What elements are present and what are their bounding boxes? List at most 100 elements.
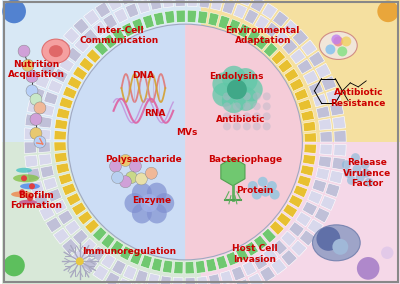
Wedge shape [271, 258, 287, 275]
Wedge shape [174, 261, 183, 274]
Circle shape [140, 194, 158, 212]
Text: DNA: DNA [132, 71, 154, 80]
Wedge shape [54, 153, 68, 163]
Wedge shape [147, 273, 160, 284]
Wedge shape [79, 57, 94, 72]
Ellipse shape [320, 32, 357, 59]
Wedge shape [196, 260, 206, 273]
Wedge shape [197, 276, 208, 284]
Circle shape [243, 92, 251, 100]
Wedge shape [199, 0, 211, 8]
Wedge shape [142, 15, 154, 29]
Circle shape [252, 189, 262, 200]
Wedge shape [290, 78, 304, 91]
Wedge shape [238, 0, 253, 6]
Wedge shape [282, 39, 298, 55]
Wedge shape [320, 195, 336, 210]
Wedge shape [27, 100, 41, 114]
Wedge shape [334, 130, 346, 142]
Wedge shape [103, 14, 118, 30]
Wedge shape [288, 195, 303, 208]
Wedge shape [66, 193, 81, 206]
Wedge shape [278, 59, 292, 73]
Wedge shape [62, 183, 76, 196]
Circle shape [212, 72, 236, 96]
Circle shape [223, 112, 231, 120]
Wedge shape [316, 168, 330, 180]
Wedge shape [308, 82, 323, 95]
Wedge shape [47, 189, 62, 202]
Circle shape [326, 44, 335, 55]
Wedge shape [62, 238, 78, 255]
Circle shape [223, 92, 231, 100]
Wedge shape [245, 241, 258, 256]
Circle shape [26, 71, 38, 83]
Circle shape [110, 160, 122, 172]
Wedge shape [72, 202, 86, 216]
Text: Release
Virulence
Factor: Release Virulence Factor [343, 158, 392, 188]
Circle shape [239, 78, 263, 101]
Wedge shape [38, 129, 50, 140]
Wedge shape [117, 278, 132, 284]
Wedge shape [220, 270, 233, 284]
Wedge shape [334, 144, 346, 156]
Wedge shape [30, 87, 45, 101]
Wedge shape [162, 260, 173, 273]
Text: Enzyme: Enzyme [132, 196, 171, 205]
Circle shape [18, 45, 30, 57]
Wedge shape [320, 131, 332, 142]
Wedge shape [58, 210, 73, 225]
Wedge shape [130, 283, 144, 284]
Wedge shape [59, 57, 74, 72]
Circle shape [234, 68, 258, 92]
Circle shape [227, 80, 247, 99]
Wedge shape [313, 94, 327, 107]
Wedge shape [56, 108, 70, 119]
Circle shape [253, 102, 261, 110]
Circle shape [30, 113, 42, 125]
Wedge shape [93, 265, 109, 281]
Circle shape [341, 36, 351, 47]
Wedge shape [71, 248, 88, 264]
Circle shape [154, 193, 174, 213]
Ellipse shape [16, 168, 32, 173]
Wedge shape [298, 99, 312, 111]
Wedge shape [176, 10, 185, 22]
Wedge shape [314, 207, 330, 223]
Wedge shape [175, 0, 185, 7]
Wedge shape [53, 228, 70, 244]
Circle shape [21, 175, 27, 181]
Wedge shape [92, 227, 107, 241]
Wedge shape [56, 163, 70, 174]
Wedge shape [206, 258, 217, 272]
Wedge shape [216, 255, 228, 269]
Wedge shape [140, 255, 152, 269]
Circle shape [19, 189, 25, 195]
Circle shape [112, 172, 124, 183]
Text: Protein: Protein [236, 186, 274, 195]
Ellipse shape [20, 183, 40, 189]
Wedge shape [254, 235, 268, 250]
Wedge shape [312, 179, 326, 193]
Wedge shape [302, 154, 316, 165]
Ellipse shape [11, 191, 33, 197]
Circle shape [253, 92, 261, 100]
Wedge shape [226, 252, 238, 266]
Wedge shape [54, 142, 66, 151]
Circle shape [30, 93, 42, 105]
Wedge shape [318, 119, 332, 130]
Wedge shape [250, 0, 266, 12]
Text: Polysaccharide: Polysaccharide [105, 154, 182, 164]
Wedge shape [86, 49, 101, 63]
Wedge shape [162, 0, 173, 8]
Circle shape [381, 247, 394, 259]
Circle shape [130, 160, 141, 172]
Circle shape [377, 1, 399, 22]
Wedge shape [160, 276, 171, 284]
Wedge shape [132, 18, 144, 32]
Circle shape [3, 255, 25, 276]
Wedge shape [187, 10, 196, 23]
Wedge shape [290, 49, 306, 64]
Wedge shape [103, 34, 117, 49]
Wedge shape [263, 43, 278, 57]
